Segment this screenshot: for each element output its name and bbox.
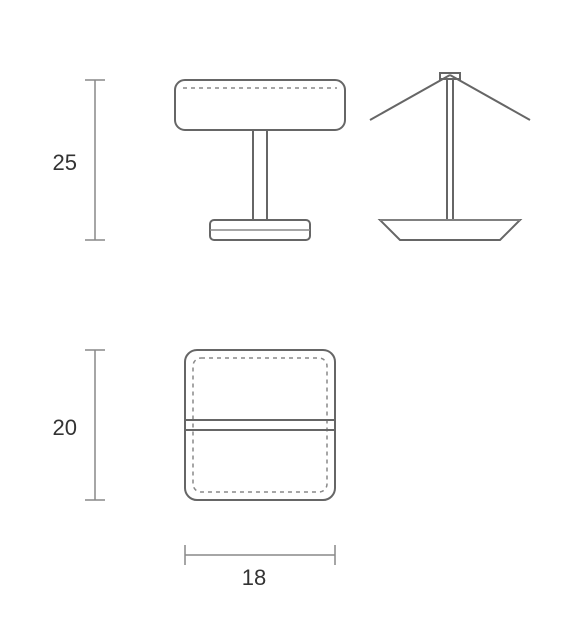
top-view bbox=[185, 350, 335, 500]
technical-drawing: 25 20 18 bbox=[0, 0, 574, 642]
dimension-label-20: 20 bbox=[53, 415, 77, 440]
dimension-height-20: 20 bbox=[53, 350, 105, 500]
dimension-label-18: 18 bbox=[242, 565, 266, 590]
side-view bbox=[370, 73, 530, 240]
front-view bbox=[175, 80, 345, 240]
dimension-height-25: 25 bbox=[53, 80, 105, 240]
dimension-label-25: 25 bbox=[53, 150, 77, 175]
dimension-width-18: 18 bbox=[185, 545, 335, 590]
